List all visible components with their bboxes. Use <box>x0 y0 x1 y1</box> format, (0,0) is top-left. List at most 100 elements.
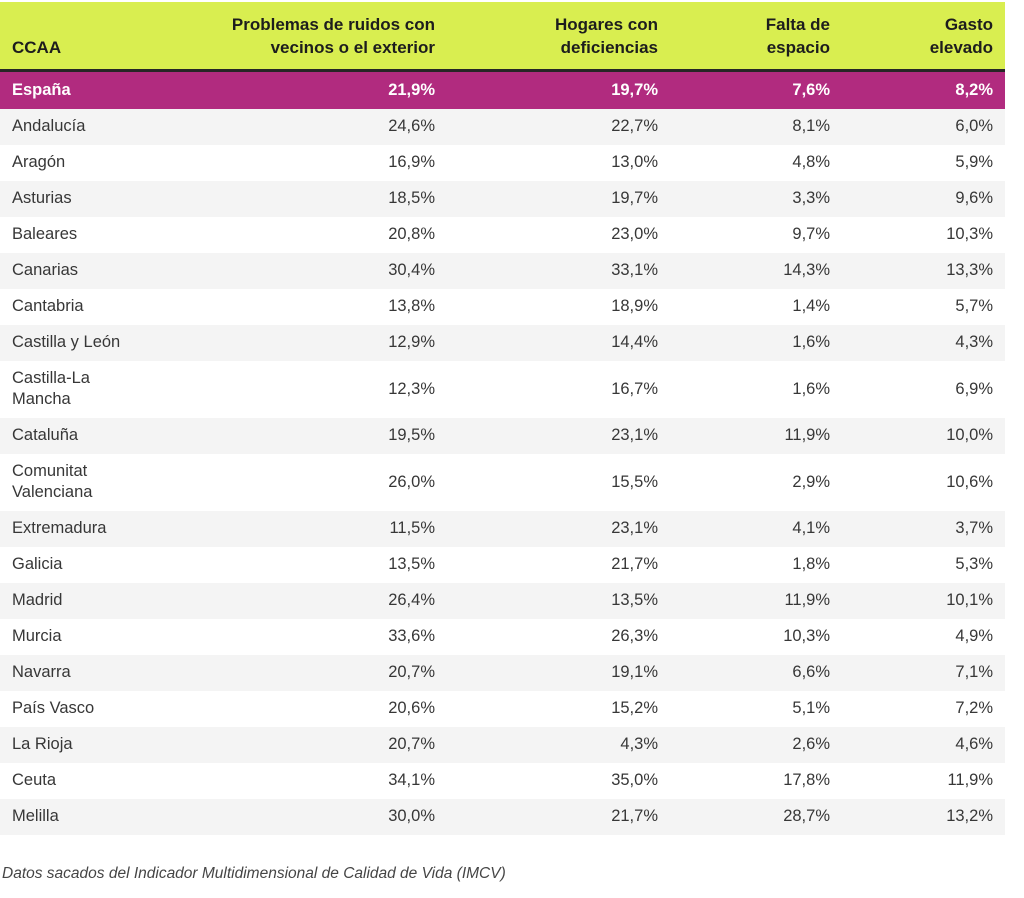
region-name: Canarias <box>0 252 160 289</box>
value-cell: 6,0% <box>842 108 1005 145</box>
value-cell: 4,3% <box>842 324 1005 361</box>
table-body: España 21,9% 19,7% 7,6% 8,2% Andalucía 24… <box>0 70 1005 835</box>
value-cell: 4,9% <box>955 627 993 645</box>
value-cell: 18,5% <box>160 180 447 217</box>
table-row: Galicia 13,5% 21,7% 1,8% 5,3% <box>0 547 1005 583</box>
value-cell: 9,7% <box>792 225 830 243</box>
value-cell: 34,1% <box>388 771 435 789</box>
table-row: Castilla-La Mancha 12,3% 16,7% 1,6% 6,9% <box>0 361 1005 418</box>
value-cell: 16,9% <box>388 153 435 171</box>
value-cell: 11,9% <box>670 417 842 454</box>
region-name: Madrid <box>0 582 160 619</box>
region-name: Castilla y León <box>0 324 160 361</box>
table-row: Baleares 20,8% 23,0% 9,7% 10,3% <box>0 217 1005 253</box>
region-name: Extremadura <box>0 510 160 547</box>
ccaa-housing-table: CCAA Problemas de ruidos con vecinos o e… <box>0 2 1005 835</box>
value-cell: 30,0% <box>160 798 447 835</box>
value-cell: 11,5% <box>160 510 447 547</box>
value-cell: 26,3% <box>611 627 658 645</box>
value-cell: 1,8% <box>792 555 830 573</box>
value-cell: 15,5% <box>611 472 658 491</box>
value-cell: 28,7% <box>670 798 842 835</box>
value-cell: 35,0% <box>611 771 658 789</box>
value-cell: 10,0% <box>842 417 1005 454</box>
table-row: Asturias 18,5% 19,7% 3,3% 9,6% <box>0 180 1005 217</box>
value-cell: 10,3% <box>783 627 830 645</box>
table-row: Andalucía 24,6% 22,7% 8,1% 6,0% <box>0 108 1005 145</box>
value-cell: 33,6% <box>388 627 435 645</box>
value-cell: 33,1% <box>447 252 670 289</box>
column-header-deficiencias: Hogares con deficiencias <box>447 2 670 72</box>
column-header-ruidos: Problemas de ruidos con vecinos o el ext… <box>160 2 447 72</box>
table-row: Aragón 16,9% 13,0% 4,8% 5,9% <box>0 145 1005 181</box>
value-cell: 1,4% <box>792 297 830 315</box>
source-footnote: Datos sacados del Indicador Multidimensi… <box>2 864 506 882</box>
value-cell: 7,6% <box>670 70 842 109</box>
value-cell: 13,5% <box>447 582 670 619</box>
region-name: Baleares <box>12 225 78 243</box>
value-cell: 13,0% <box>611 153 658 171</box>
value-cell: 19,7% <box>447 70 670 109</box>
value-cell: 12,9% <box>160 324 447 361</box>
value-cell: 8,1% <box>670 108 842 145</box>
value-cell: 10,1% <box>842 582 1005 619</box>
value-cell: 24,6% <box>160 108 447 145</box>
value-cell: 19,7% <box>447 180 670 217</box>
value-cell: 7,1% <box>842 654 1005 691</box>
table-row: Extremadura 11,5% 23,1% 4,1% 3,7% <box>0 510 1005 547</box>
value-cell: 1,6% <box>792 379 830 398</box>
region-name: Asturias <box>0 180 160 217</box>
value-cell: 20,7% <box>160 654 447 691</box>
value-cell: 10,3% <box>946 225 993 243</box>
value-cell: 5,7% <box>955 297 993 315</box>
value-cell: 12,3% <box>388 379 435 398</box>
table-row: Murcia 33,6% 26,3% 10,3% 4,9% <box>0 619 1005 655</box>
table-row: Ceuta 34,1% 35,0% 17,8% 11,9% <box>0 763 1005 799</box>
value-cell: 8,2% <box>842 70 1005 109</box>
value-cell: 19,5% <box>160 417 447 454</box>
region-name: Murcia <box>12 627 62 645</box>
value-cell: 5,3% <box>955 555 993 573</box>
value-cell: 6,9% <box>955 379 993 398</box>
value-cell: 18,9% <box>611 297 658 315</box>
value-cell: 2,6% <box>670 726 842 763</box>
value-cell: 7,2% <box>955 699 993 717</box>
region-name: La Rioja <box>0 726 160 763</box>
value-cell: 22,7% <box>447 108 670 145</box>
value-cell: 4,3% <box>447 726 670 763</box>
value-cell: 13,3% <box>842 252 1005 289</box>
region-name: Castilla-La Mancha <box>12 369 90 408</box>
value-cell: 23,0% <box>611 225 658 243</box>
region-name: Aragón <box>12 153 66 171</box>
value-cell: 17,8% <box>783 771 830 789</box>
value-cell: 21,7% <box>447 798 670 835</box>
value-cell: 3,3% <box>670 180 842 217</box>
value-cell: 3,7% <box>842 510 1005 547</box>
value-cell: 13,8% <box>388 297 435 315</box>
value-cell: 5,1% <box>792 699 830 717</box>
value-cell: 11,9% <box>670 582 842 619</box>
table-row: Cataluña 19,5% 23,1% 11,9% 10,0% <box>0 417 1005 454</box>
table-row: Canarias 30,4% 33,1% 14,3% 13,3% <box>0 252 1005 289</box>
value-cell: 20,7% <box>160 726 447 763</box>
table-row: Castilla y León 12,9% 14,4% 1,6% 4,3% <box>0 324 1005 361</box>
value-cell: 23,1% <box>447 417 670 454</box>
column-header-gasto: Gasto elevado <box>842 2 1005 72</box>
column-header-ccaa: CCAA <box>0 2 160 72</box>
table-row: Comunitat Valenciana 26,0% 15,5% 2,9% 10,6% <box>0 454 1005 511</box>
table-row: Madrid 26,4% 13,5% 11,9% 10,1% <box>0 582 1005 619</box>
table-row: La Rioja 20,7% 4,3% 2,6% 4,6% <box>0 726 1005 763</box>
value-cell: 13,5% <box>388 555 435 573</box>
highlight-row-espana: España 21,9% 19,7% 7,6% 8,2% <box>0 70 1005 109</box>
value-cell: 23,1% <box>447 510 670 547</box>
value-cell: 26,0% <box>388 472 435 491</box>
region-name: País Vasco <box>12 699 95 717</box>
value-cell: 4,6% <box>842 726 1005 763</box>
value-cell: 10,6% <box>946 472 993 491</box>
value-cell: 14,3% <box>670 252 842 289</box>
value-cell: 4,8% <box>792 153 830 171</box>
value-cell: 20,6% <box>388 699 435 717</box>
region-name: Cataluña <box>0 417 160 454</box>
value-cell: 6,6% <box>670 654 842 691</box>
region-name: Andalucía <box>0 108 160 145</box>
